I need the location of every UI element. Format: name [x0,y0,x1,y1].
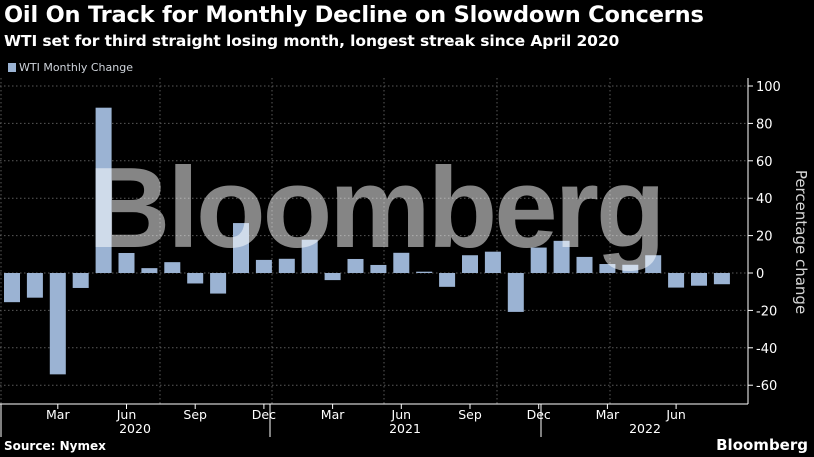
x-tick-label: Mar [46,407,70,422]
bar [26,273,43,298]
bar [4,273,20,303]
bar [324,273,341,281]
bar [622,264,639,273]
axes: 100 80 60 40 20 0 -20 -40 -60 Mar Jun Sep Dec Mar Jun S… [0,78,781,437]
bar [187,273,204,284]
x-tick-label: Sep [458,407,482,422]
y-tick-label: 100 [756,80,781,95]
x-year-label: 2021 [389,421,421,436]
chart-subtitle: WTI set for third straight losing month,… [4,32,620,50]
bar [72,273,89,288]
bar [164,262,181,273]
x-tick-label: Dec [252,407,276,422]
y-tick-label: -40 [756,342,777,357]
y-tick-label: 80 [756,117,773,132]
brand-logo: Bloomberg [716,436,808,454]
bar [507,273,524,312]
bar [416,271,433,273]
bar [393,252,410,273]
bar [95,107,112,273]
bar [141,268,158,273]
bar [255,259,272,273]
bar [301,239,318,273]
legend-swatch [8,63,16,72]
bar [530,247,547,273]
x-tick-label: Jun [116,407,137,422]
x-tick-label: Mar [596,407,620,422]
legend-label: WTI Monthly Change [19,61,133,74]
bar [576,256,593,273]
y-tick-label: -60 [756,379,777,394]
bar [210,273,227,294]
bar [553,240,570,273]
bar [713,273,730,285]
bars [4,107,730,375]
x-tick-label: Sep [183,407,207,422]
bar [691,273,707,286]
bar [49,273,66,375]
x-tick-label: Jun [391,407,412,422]
bar [645,255,662,273]
y-tick-label: 40 [756,192,773,207]
bar [599,264,616,273]
bar [233,223,249,273]
y-tick-label: 20 [756,230,773,245]
bar [439,273,456,287]
legend: WTI Monthly Change [8,61,133,74]
y-tick-label: 60 [756,155,773,170]
x-year-label: 2022 [629,421,661,436]
y-tick-label: 0 [756,267,764,282]
source-note: Source: Nymex [4,439,106,453]
x-tick-label: Dec [527,407,551,422]
bar [347,258,364,273]
y-tick-label: -20 [756,304,777,319]
bar [278,258,295,273]
bar [118,252,135,273]
y-axis-label: Percentage change [792,169,810,315]
bar [484,251,501,273]
bar [462,255,478,273]
x-year-label: 2020 [119,421,151,436]
grid-lines [0,78,748,404]
chart-title: Oil On Track for Monthly Decline on Slow… [4,2,704,28]
x-tick-label: Jun [665,407,686,422]
bar [668,273,685,288]
bar [370,264,387,273]
x-tick-label: Mar [321,407,345,422]
